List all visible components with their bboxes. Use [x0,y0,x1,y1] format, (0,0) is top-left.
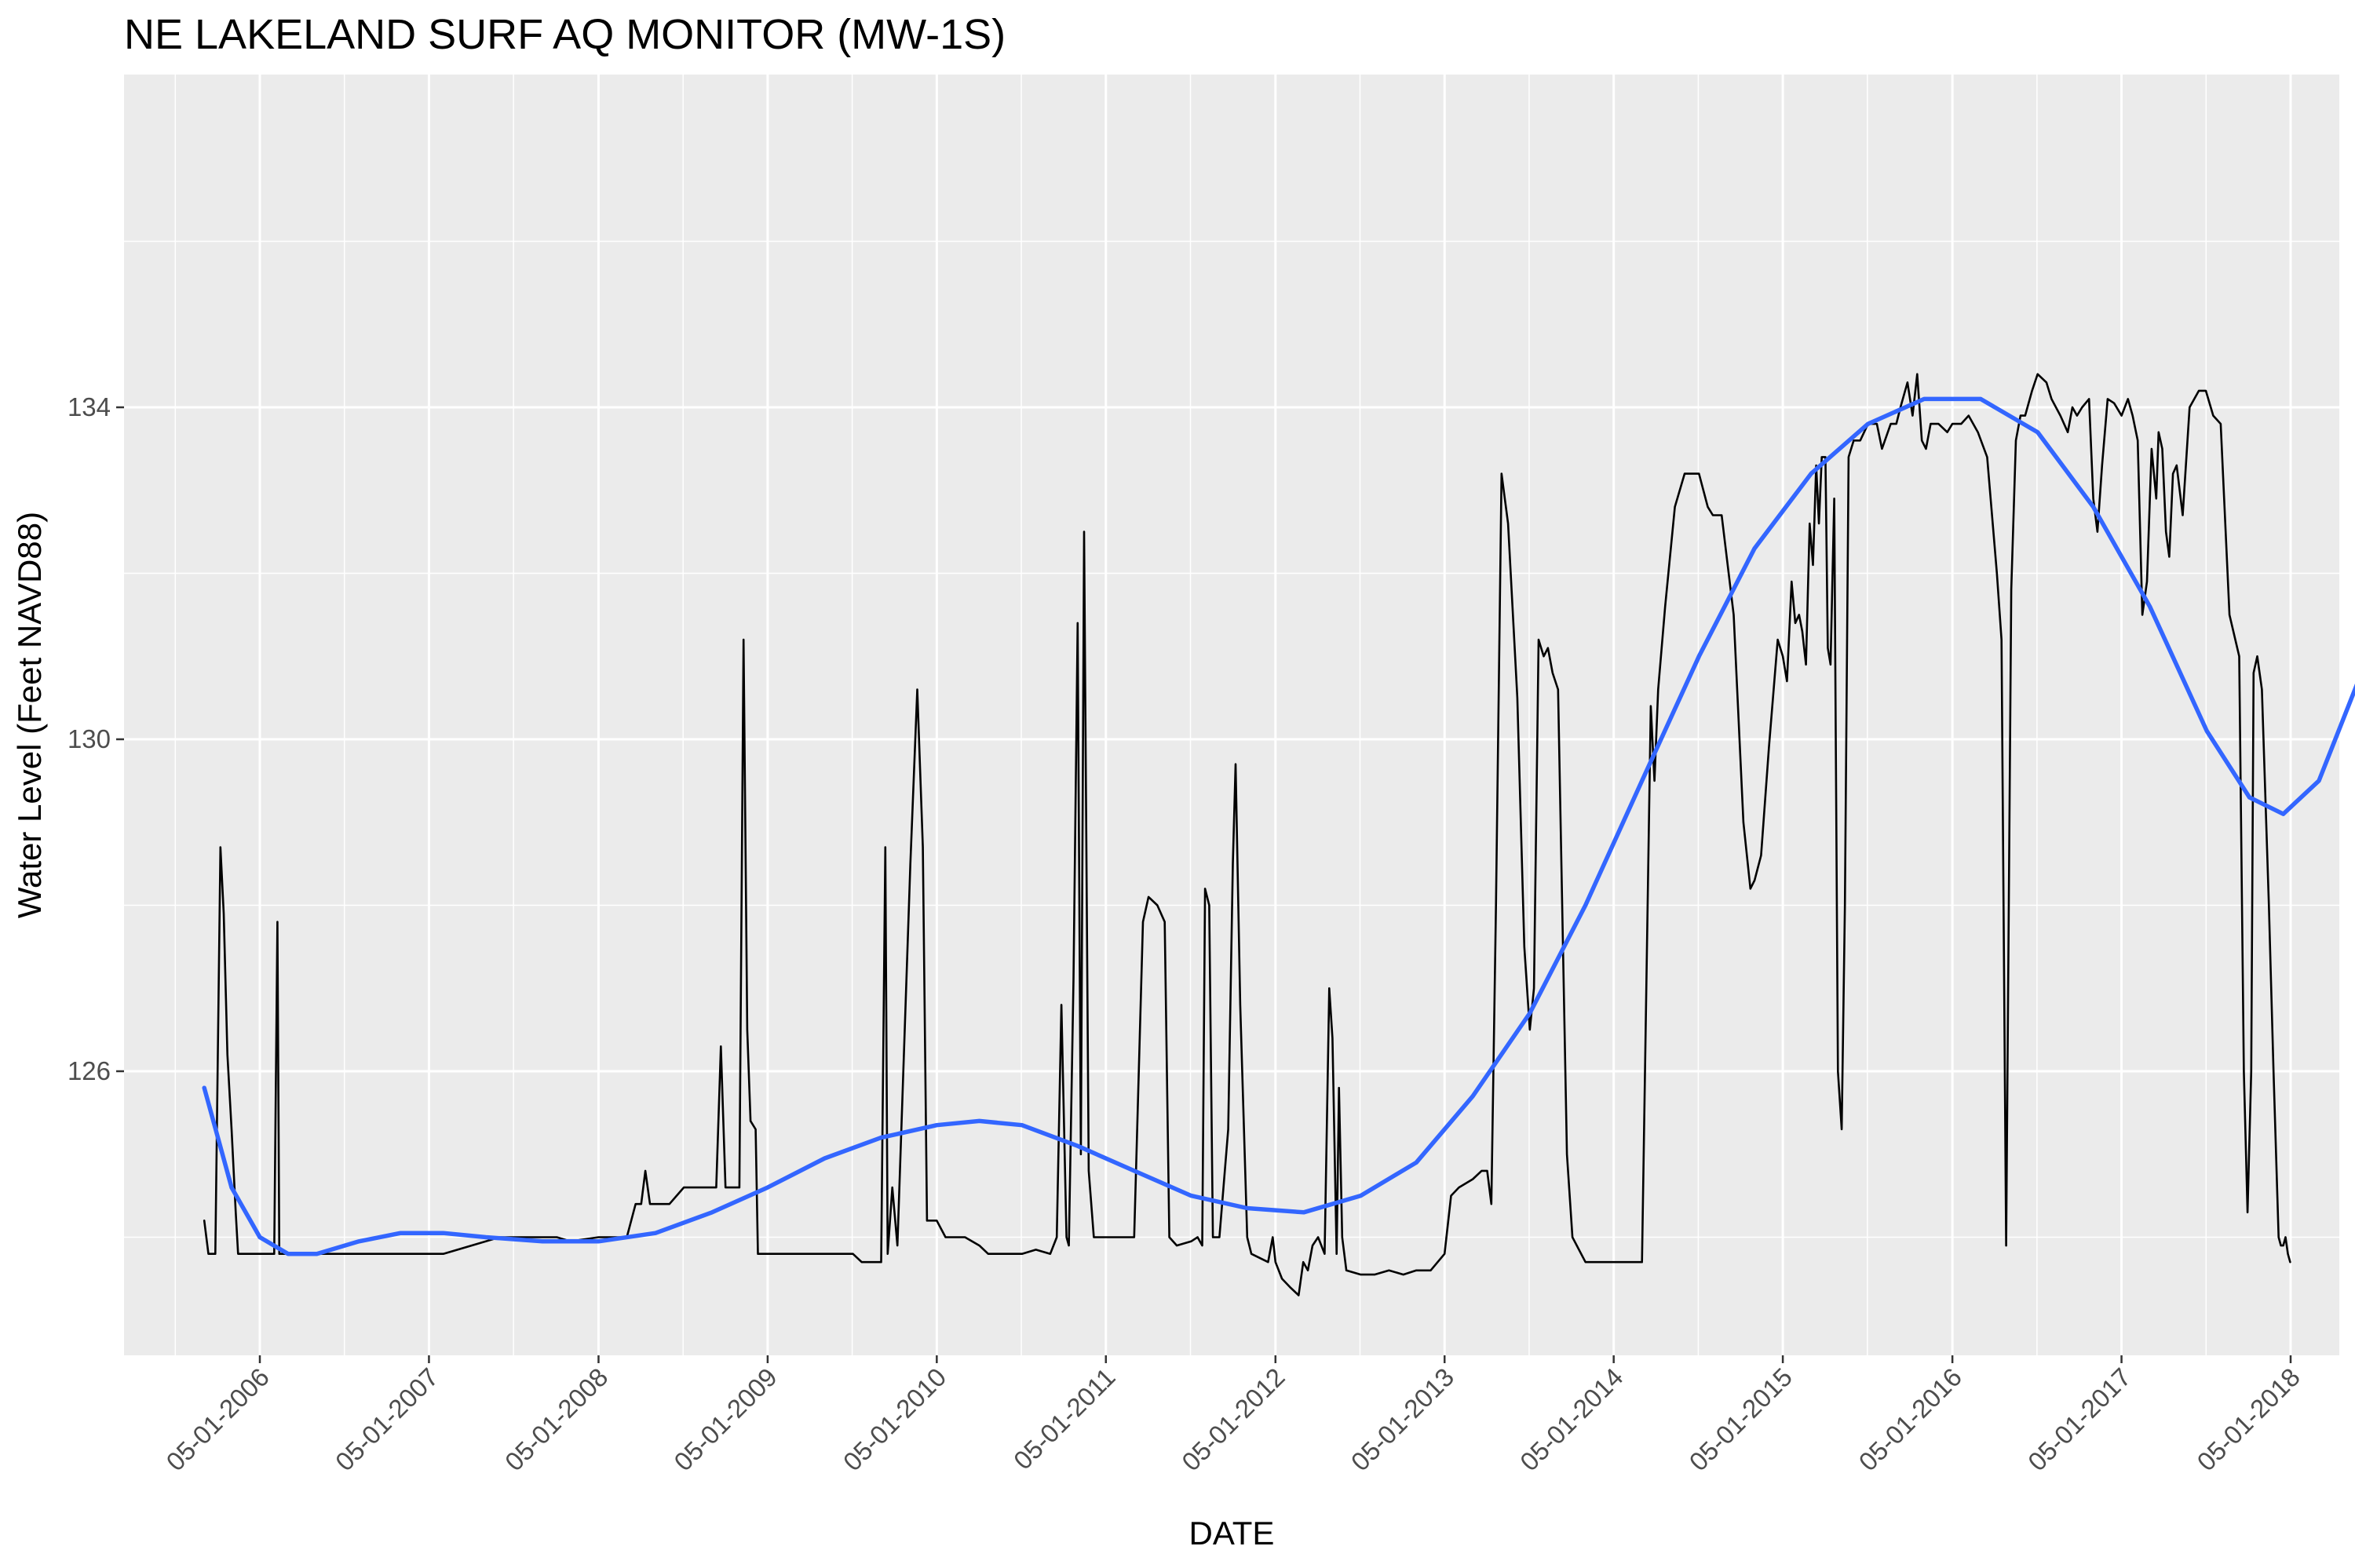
x-tick-label: 05-01-2013 [1345,1362,1460,1477]
series-layer [202,373,2355,1296]
x-tick-label: 05-01-2017 [2022,1362,2137,1477]
x-axis-title: DATE [1189,1515,1275,1552]
x-tick-label: 05-01-2014 [1514,1362,1629,1477]
gridlines [124,75,2339,1355]
x-tick-label: 05-01-2010 [838,1362,952,1477]
chart-title: NE LAKELAND SURF AQ MONITOR (MW-1S) [124,11,1006,58]
x-tick-label: 05-01-2007 [330,1362,444,1477]
y-axis-title: Water Level (Feet NAVD88) [11,512,48,918]
y-tick-label: 134 [68,392,111,421]
x-tick-label: 05-01-2015 [1684,1362,1798,1477]
x-tick-label: 05-01-2016 [1853,1362,1968,1477]
x-tick-label: 05-01-2006 [160,1362,275,1477]
y-tick-label: 126 [68,1056,111,1085]
series-line-water-level [203,373,2291,1296]
x-tick-label: 05-01-2009 [668,1362,783,1477]
x-tick-label: 05-01-2011 [1008,1362,1121,1475]
x-tick-label: 05-01-2018 [2191,1362,2306,1477]
y-tick-label: 130 [68,724,111,753]
x-tick-label: 05-01-2012 [1176,1362,1291,1477]
series-line-smooth-trend [202,396,2355,1256]
plot-panel [124,75,2339,1355]
x-tick-label: 05-01-2008 [499,1362,614,1477]
